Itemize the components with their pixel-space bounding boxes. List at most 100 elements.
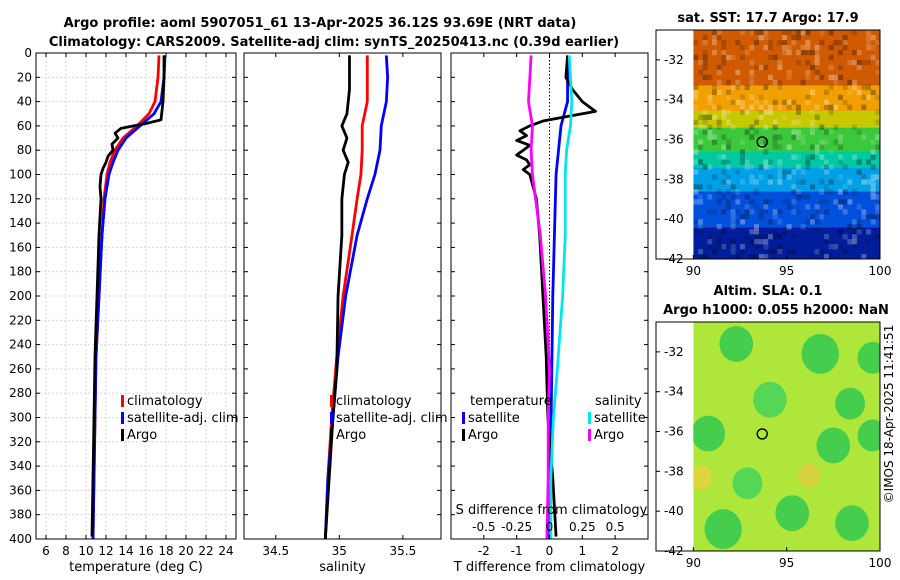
sst_map-pixel: [875, 39, 880, 46]
sst_map-pixel: [763, 44, 769, 51]
sla-map-panel: 90 95 100 -32 -34 -36 -38 -40 -42 Altim. SLA: 0.1…: [655, 284, 891, 570]
sst_map-pixel: [758, 104, 764, 110]
sst_map-pixel: [824, 169, 829, 175]
sst_map-pixel: [754, 64, 759, 71]
sst_map-pixel: [712, 174, 717, 180]
salinity-xlabel: salinity: [319, 560, 366, 575]
sla_map-blob: [775, 495, 810, 532]
sst_map-pixel: [768, 39, 773, 46]
sst_map-pixel: [768, 174, 773, 180]
sst_map-pixel: [754, 229, 759, 235]
sst_map-pixel: [870, 44, 876, 51]
sst_map-pixel: [740, 104, 745, 110]
sst_map-pixel: [707, 99, 713, 105]
sst_map-pixel: [707, 209, 713, 215]
sst_map-pixel: [749, 124, 755, 130]
sst_map-pixel: [772, 124, 778, 130]
sst_map-pixel: [716, 244, 722, 250]
salinity-series-satellite-adj-clim: [323, 55, 390, 540]
sst_map-pixel: [763, 209, 769, 215]
sst_map-pixel: [693, 84, 699, 91]
sst_map-pixel: [716, 30, 722, 36]
sst_map-pixel: [768, 219, 773, 225]
sst_map-pixel: [800, 169, 806, 175]
sst_map-pixel: [721, 39, 727, 46]
sst_map-pixel: [842, 39, 848, 46]
sst_map-pixel: [870, 194, 876, 200]
sst_map-pixel: [786, 174, 792, 180]
sst_map-pixel: [875, 59, 880, 66]
temperature-xtick-label: 20: [178, 544, 193, 558]
sst_map-pixel: [744, 214, 750, 220]
sst_map-pixel: [698, 124, 703, 130]
sst_map-pixel: [754, 204, 759, 210]
sst_map-pixel: [702, 54, 708, 61]
salinity-legend-swatch: [330, 429, 333, 441]
sst_map-pixel: [716, 79, 722, 86]
sst_map-pixel: [735, 79, 741, 86]
sst_map-pixel: [856, 159, 862, 165]
sst_map-pixel: [702, 64, 708, 71]
sst_map-pixel: [763, 124, 769, 130]
sst_map-pixel: [763, 239, 769, 245]
sst_map-xtick-label: 95: [779, 264, 794, 278]
sst_map-pixel: [749, 164, 755, 170]
sst_map-pixel: [726, 164, 731, 170]
sst_map-pixel: [786, 69, 792, 76]
sst_map-pixel: [852, 79, 857, 86]
sst_map-pixel: [754, 189, 759, 195]
sst_map-pixel: [856, 49, 862, 56]
sst_map-pixel: [772, 214, 778, 220]
sst_map-pixel: [814, 144, 820, 150]
sst_map-pixel: [707, 194, 713, 200]
sst_map-pixel: [875, 144, 880, 150]
sst_map-pixel: [758, 109, 764, 115]
sst_map-pixel: [754, 224, 759, 230]
temperature-ytick-label: 340: [9, 459, 32, 473]
sst_map-pixel: [782, 169, 787, 175]
sst_map-pixel: [856, 64, 862, 71]
sst_map-band: [693, 85, 880, 112]
sla_map-blob: [801, 333, 839, 374]
sst_map-pixel: [870, 149, 876, 155]
sst_map-pixel: [791, 199, 797, 205]
sst_map-pixel: [716, 154, 722, 160]
sst_map-pixel: [805, 164, 811, 170]
sst_map-pixel: [768, 74, 773, 81]
sst_map-pixel: [716, 104, 722, 110]
sst_map-pixel: [758, 94, 764, 100]
sst_map-pixel: [796, 194, 801, 200]
sst_map-pixel: [800, 224, 806, 230]
temperature-xtick-label: 14: [118, 544, 133, 558]
sst_map-pixel: [838, 94, 843, 100]
sst_map-pixel: [814, 104, 820, 110]
sst_map-pixel: [800, 30, 806, 36]
sst_map-pixel: [833, 74, 839, 81]
sst_map-pixel: [777, 39, 783, 46]
sst_map-pixel: [838, 39, 843, 46]
sst_map-pixel: [712, 134, 717, 140]
sst_map-pixel: [796, 154, 801, 160]
sst_map-pixel: [698, 159, 703, 165]
sst_map-pixel: [763, 64, 769, 71]
sst_map-pixel: [852, 219, 857, 225]
sst_map-pixel: [786, 30, 792, 36]
sst_map-pixel: [786, 44, 792, 51]
sst_map-pixel: [740, 214, 745, 220]
sst-map-panel: 90 95 100 -32 -34 -36 -38 -40 -42 sat. SST: 17.7 …: [655, 11, 891, 278]
sst_map-pixel: [777, 59, 783, 66]
sst_map-pixel: [730, 224, 736, 230]
sst_map-pixel: [721, 49, 727, 56]
sst_map-pixel: [838, 159, 843, 165]
sst_map-pixel: [856, 204, 862, 210]
temperature-ytick-label: 0: [24, 46, 32, 60]
sst_map-pixel: [772, 144, 778, 150]
sst_map-pixel: [796, 164, 801, 170]
sst_map-pixel: [852, 59, 857, 66]
sst_map-pixel: [814, 229, 820, 235]
difference-salinity-legend-label: Argo: [594, 428, 624, 443]
sst_map-pixel: [712, 139, 717, 145]
sst_map-pixel: [726, 204, 731, 210]
sst_map-band: [693, 191, 880, 228]
temperature-ytick-label: 220: [9, 313, 32, 327]
